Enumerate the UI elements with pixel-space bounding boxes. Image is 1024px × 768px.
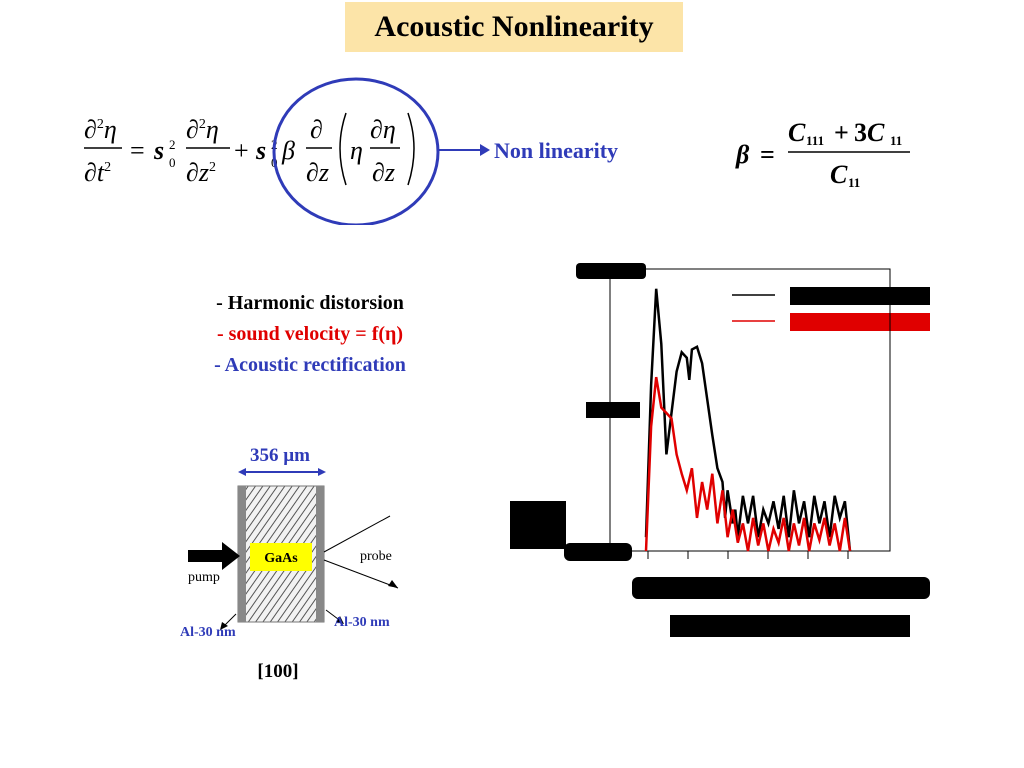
arrow-right-icon	[480, 144, 490, 156]
slide-title: Acoustic Nonlinearity	[374, 10, 654, 43]
svg-text:s: s	[255, 136, 266, 165]
effect-harmonic: - Harmonic distorsion	[216, 292, 404, 314]
svg-text:3C: 3C	[854, 118, 885, 147]
svg-text:=: =	[130, 136, 145, 165]
svg-text:β: β	[281, 136, 295, 165]
svg-text:β: β	[735, 140, 750, 169]
svg-text:∂z: ∂z	[306, 158, 329, 187]
svg-text:C: C	[788, 118, 806, 147]
series-line-1	[644, 288, 852, 552]
right-film-label: Al-30 nm	[334, 615, 390, 630]
illegible-ylabel	[510, 501, 566, 549]
plot-frame	[609, 268, 891, 552]
svg-text:11: 11	[890, 133, 902, 148]
illegible-tick-bottom	[564, 543, 632, 561]
pump-label: pump	[188, 570, 220, 585]
svg-text:∂2η: ∂2η	[186, 115, 219, 144]
svg-text:∂z: ∂z	[372, 158, 395, 187]
svg-text:C: C	[830, 160, 848, 189]
gaas-label: GaAs	[264, 551, 298, 566]
svg-text:∂2η: ∂2η	[84, 115, 117, 144]
wave-equation: ∂2η ∂t2 = s 2 0 ∂2η ∂z2 + s 2 0 β ∂ ∂z η…	[84, 77, 490, 225]
effect-rectification: - Acoustic rectification	[214, 354, 406, 376]
svg-text:∂t2: ∂t2	[84, 158, 111, 187]
svg-text:0: 0	[169, 155, 176, 170]
left-film-label: Al-30 nm	[180, 625, 236, 640]
left-al-film	[238, 486, 246, 622]
thickness-label: 356 µm	[250, 445, 310, 466]
illegible-legend-2	[790, 313, 930, 331]
signal-chart	[510, 263, 930, 637]
svg-text:=: =	[760, 140, 775, 169]
effect-sound-velocity: - sound velocity = f(η)	[216, 323, 404, 345]
illegible-xlabel	[670, 615, 910, 637]
probe-arrow-icon	[388, 580, 398, 588]
slide-title-box: Acoustic Nonlinearity	[345, 2, 683, 52]
series-line-2	[644, 376, 852, 552]
svg-text:∂z2: ∂z2	[186, 158, 216, 187]
illegible-xticks	[632, 577, 930, 599]
svg-text:111: 111	[806, 133, 824, 148]
svg-text:∂η: ∂η	[370, 115, 396, 144]
svg-text:+: +	[234, 136, 249, 165]
probe-label: probe	[360, 549, 392, 564]
series-layer	[644, 288, 852, 552]
nonlinear-term-circle	[272, 77, 440, 225]
x-ticks	[647, 551, 849, 559]
pump-arrow-icon	[222, 542, 240, 570]
effects-list: - Harmonic distorsion - sound velocity =…	[170, 288, 450, 381]
right-al-film	[316, 486, 324, 622]
svg-text:11: 11	[848, 175, 860, 190]
svg-text:∂: ∂	[310, 115, 323, 144]
illegible-tick-mid	[586, 402, 640, 418]
svg-text:η: η	[350, 136, 363, 165]
svg-text:s: s	[153, 136, 164, 165]
orientation-label: [100]	[257, 661, 298, 682]
gaas-box	[250, 543, 312, 571]
beta-formula: β = C 111 + 3C 11 C 11	[735, 118, 910, 190]
svg-text:+: +	[834, 118, 849, 147]
nonlinearity-label: Non linearity	[494, 138, 619, 163]
illegible-tick-top	[576, 263, 646, 279]
sample-diagram: 356 µm GaAs pump probe Al-30 nm Al-30 nm…	[180, 445, 399, 682]
illegible-legend-1	[790, 287, 930, 305]
svg-text:2: 2	[169, 137, 176, 152]
